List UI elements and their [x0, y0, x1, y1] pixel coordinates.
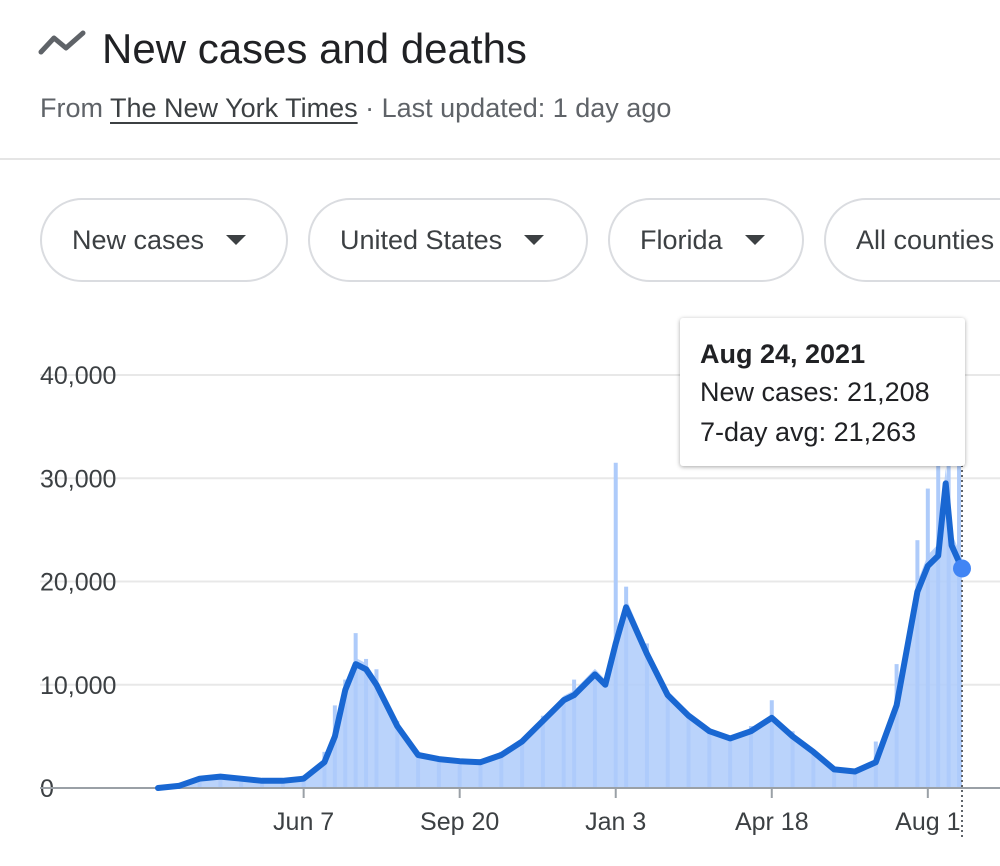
- average-line: [155, 480, 965, 791]
- chart-tooltip: Aug 24, 2021 New cases: 21,208 7-day avg…: [680, 318, 965, 466]
- caret-down-icon: [226, 235, 247, 245]
- x-tick-label: Aug 1: [895, 808, 960, 836]
- state-dropdown-label: Florida: [640, 224, 723, 255]
- country-dropdown[interactable]: United States: [308, 198, 588, 282]
- x-tick-label: Jan 3: [585, 808, 646, 836]
- x-tick-label: Sep 20: [420, 808, 499, 836]
- y-tick-label: 30,000: [40, 465, 116, 493]
- y-tick-label: 20,000: [40, 569, 116, 597]
- y-tick-label: 40,000: [40, 362, 116, 390]
- metric-dropdown-label: New cases: [72, 224, 205, 255]
- seven-day-average-line: [155, 480, 965, 791]
- card-header: New cases and deaths From The New York T…: [0, 0, 1000, 160]
- county-dropdown[interactable]: All counties: [824, 198, 1000, 282]
- y-tick-label: 10,000: [40, 672, 116, 700]
- caret-down-icon: [524, 235, 545, 245]
- hover-point-marker: [953, 559, 971, 578]
- tooltip-date: Aug 24, 2021: [700, 339, 866, 369]
- county-dropdown-label: All counties: [856, 224, 995, 255]
- x-tick-label: Jun 7: [273, 808, 334, 836]
- source-line: From The New York Times · Last updated: …: [40, 90, 671, 126]
- metric-dropdown[interactable]: New cases: [40, 198, 288, 282]
- source-prefix: From: [40, 93, 111, 123]
- x-tick-label: Apr 18: [735, 808, 809, 836]
- last-updated: · Last updated: 1 day ago: [357, 93, 672, 123]
- tooltip-new-cases: New cases: 21,208: [700, 377, 930, 407]
- tooltip-average: 7-day avg: 21,263: [700, 417, 917, 447]
- country-dropdown-label: United States: [340, 224, 503, 255]
- chart-axes: Jun 7 Sep 20 Jan 3 Apr 18 Aug 1: [40, 787, 1000, 836]
- caret-down-icon: [744, 235, 765, 245]
- source-link[interactable]: The New York Times: [110, 93, 358, 123]
- case-bar: [613, 462, 618, 788]
- case-bars-area: [158, 468, 962, 788]
- filter-bar: New cases United States Florida All coun…: [0, 198, 1000, 288]
- page-title: New cases and deaths: [102, 25, 527, 72]
- state-dropdown[interactable]: Florida: [608, 198, 804, 282]
- trending-line-icon: [38, 30, 86, 55]
